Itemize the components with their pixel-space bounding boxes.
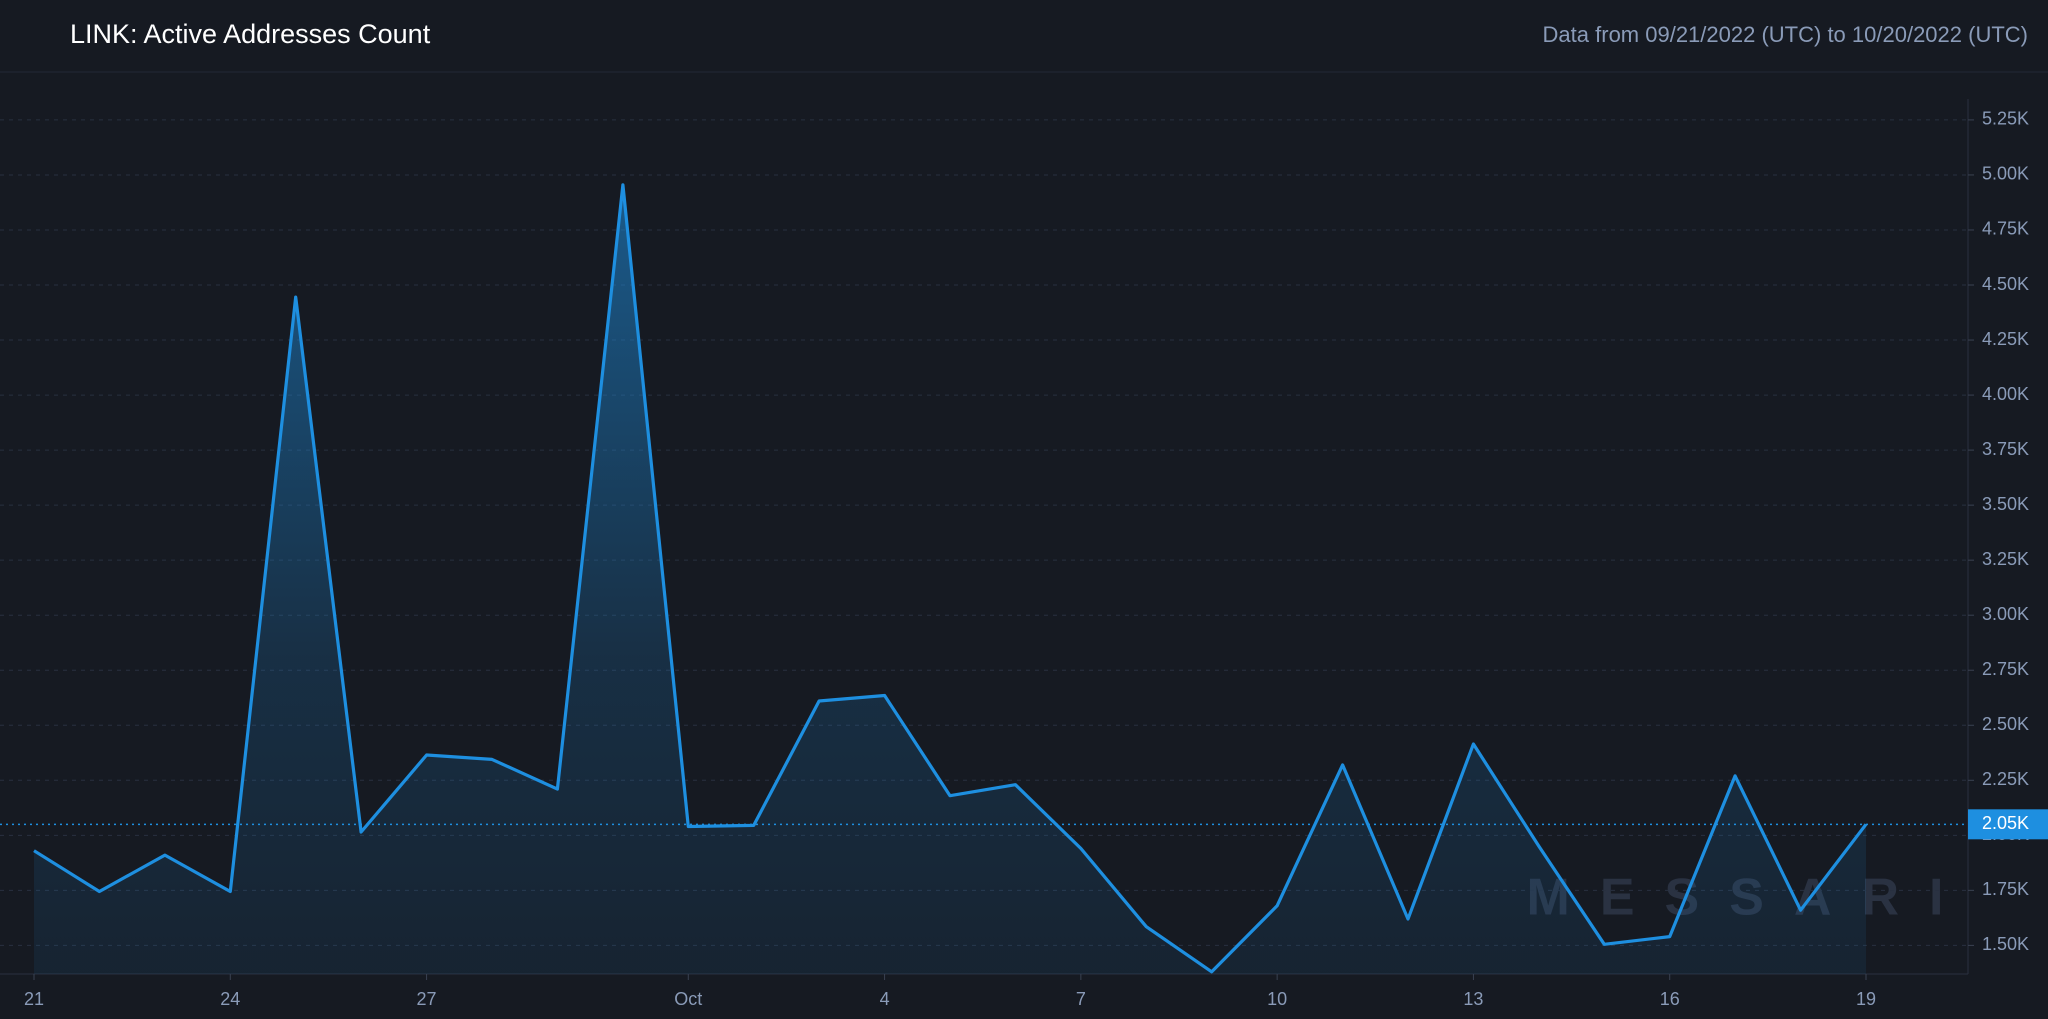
x-tick-label: 10 (1267, 989, 1287, 1009)
y-tick-label: 5.00K (1982, 164, 2029, 184)
x-tick-label: 4 (880, 989, 890, 1009)
x-tick-label: 24 (220, 989, 240, 1009)
y-tick-label: 3.00K (1982, 604, 2029, 624)
x-tick-label: 19 (1856, 989, 1876, 1009)
x-tick-label: 13 (1463, 989, 1483, 1009)
y-tick-label: 4.00K (1982, 384, 2029, 404)
current-value-label: 2.05K (1982, 813, 2029, 833)
chart-subtitle: Data from 09/21/2022 (UTC) to 10/20/2022… (1543, 22, 2028, 47)
x-tick-label: Oct (674, 989, 702, 1009)
y-tick-label: 3.25K (1982, 549, 2029, 569)
area (34, 184, 1866, 975)
x-tick-label: 7 (1076, 989, 1086, 1009)
x-tick-label: 16 (1660, 989, 1680, 1009)
y-tick-label: 3.75K (1982, 439, 2029, 459)
y-tick-label: 4.50K (1982, 274, 2029, 294)
y-tick-label: 2.25K (1982, 769, 2029, 789)
chart-title: LINK: Active Addresses Count (70, 19, 431, 49)
x-tick-label: 27 (417, 989, 437, 1009)
y-tick-label: 1.75K (1982, 879, 2029, 899)
y-tick-label: 3.50K (1982, 494, 2029, 514)
current-value-badge (1968, 809, 2048, 840)
y-tick-label: 4.75K (1982, 219, 2029, 239)
y-tick-label: 2.75K (1982, 659, 2029, 679)
y-tick-label: 5.25K (1982, 109, 2029, 129)
x-tick-label: 21 (24, 989, 44, 1009)
y-tick-label: 4.25K (1982, 329, 2029, 349)
y-tick-label: 2.50K (1982, 714, 2029, 734)
line (33, 183, 1868, 974)
y-tick-label: 1.50K (1982, 934, 2029, 954)
